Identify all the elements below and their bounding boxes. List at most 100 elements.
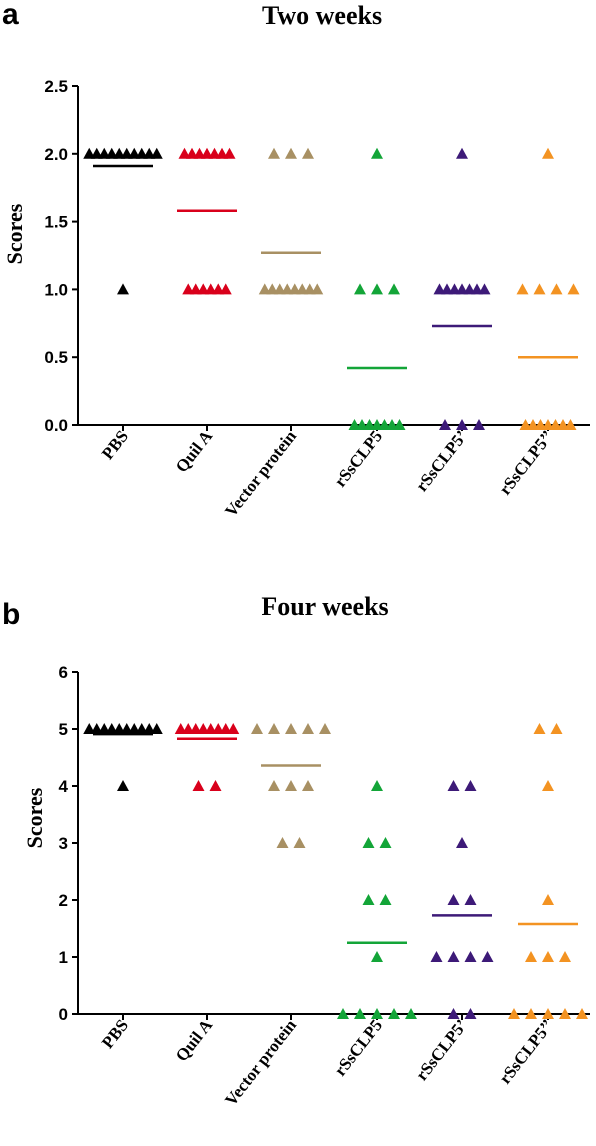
data-point-b: [285, 780, 297, 791]
data-point-a: [456, 419, 468, 430]
data-point-a: [393, 419, 406, 430]
y-tick-label-b: 5: [59, 720, 68, 739]
chart-title-b: Four weeks: [261, 592, 388, 621]
panel-a: a Two weeks Scores 0.0 0.5 1.0 1.5 2.0 2.5 PBS…: [2, 0, 590, 520]
data-point-b: [227, 723, 240, 734]
x-tick-label-a: Quil A: [172, 426, 217, 476]
chart-title-a: Two weeks: [262, 1, 382, 30]
data-point-b: [559, 1008, 571, 1019]
y-axis-label-b: Scores: [22, 787, 47, 848]
y-tick-label-a: 0.0: [44, 416, 68, 435]
data-point-b: [388, 1008, 400, 1019]
data-point-b: [319, 723, 331, 734]
data-point-b: [362, 837, 375, 848]
y-tick-label-b: 0: [59, 1005, 68, 1024]
data-point-b: [285, 723, 297, 734]
data-point-a: [223, 147, 236, 159]
x-tick-label-b: PBS: [98, 1016, 132, 1052]
y-tick-label-b: 4: [59, 777, 69, 796]
y-tick-label-b: 6: [59, 663, 68, 682]
x-tick-label-b: Vector protein: [221, 1015, 300, 1109]
data-point-b: [354, 1008, 366, 1019]
data-point-a: [473, 419, 485, 430]
data-point-b: [405, 1008, 417, 1019]
panel-letter-a: a: [2, 0, 19, 31]
data-point-a: [371, 147, 383, 159]
data-point-b: [371, 780, 383, 791]
data-point-b: [525, 1008, 537, 1019]
data-point-b: [302, 723, 314, 734]
y-tick-label-a: 2.0: [44, 145, 68, 164]
y-tick-label-b: 3: [59, 834, 68, 853]
data-point-b: [542, 780, 554, 791]
data-point-b: [481, 951, 494, 962]
data-point-b: [525, 951, 537, 962]
data-point-a: [564, 419, 577, 430]
data-point-a: [311, 283, 324, 295]
data-point-b: [508, 1008, 520, 1019]
data-point-a: [354, 283, 366, 295]
data-point-a: [302, 147, 314, 159]
data-point-b: [430, 951, 443, 962]
data-point-a: [567, 283, 580, 295]
x-tick-label-b: rSsCLP5’’: [495, 1016, 557, 1088]
data-point-b: [464, 894, 477, 905]
y-tick-label-a: 1.5: [44, 213, 68, 232]
y-tick-label-b: 1: [59, 948, 68, 967]
panel-letter-b: b: [2, 598, 20, 631]
data-point-b: [251, 723, 263, 734]
data-point-b: [542, 951, 554, 962]
data-point-a: [388, 283, 400, 295]
x-tick-label-a: rSsCLP5: [330, 427, 386, 491]
data-point-a: [117, 283, 129, 295]
y-tick-label-a: 1.0: [44, 280, 68, 299]
data-point-b: [464, 780, 477, 791]
data-point-b: [117, 780, 129, 791]
x-tick-label-a: rSsCLP5’’: [495, 427, 557, 499]
data-point-b: [379, 837, 392, 848]
data-point-a: [542, 147, 554, 159]
data-point-b: [302, 780, 314, 791]
panel-b: b Four weeks Scores 0 1 2 3 4 5 6 PBS Quil A Vect…: [2, 592, 590, 1109]
data-point-b: [533, 723, 546, 734]
data-point-b: [576, 1008, 588, 1019]
data-point-b: [559, 951, 571, 962]
data-point-a: [550, 283, 563, 295]
data-point-b: [379, 894, 392, 905]
data-point-a: [150, 147, 163, 159]
data-point-b: [293, 837, 306, 848]
data-point-b: [276, 837, 289, 848]
data-point-b: [447, 951, 460, 962]
y-axis-label-a: Scores: [2, 203, 27, 264]
data-point-b: [447, 894, 460, 905]
x-tick-label-a: Vector protein: [221, 426, 300, 520]
data-point-b: [337, 1008, 349, 1019]
x-tick-label-a: rSsCLP5’: [412, 427, 471, 495]
data-point-a: [456, 147, 468, 159]
y-tick-label-a: 0.5: [44, 348, 68, 367]
data-point-b: [371, 1008, 383, 1019]
x-tick-label-b: rSsCLP5: [330, 1016, 386, 1080]
data-point-b: [150, 723, 163, 734]
data-point-b: [192, 780, 205, 791]
y-tick-label-b: 2: [59, 891, 68, 910]
y-tick-label-a: 2.5: [44, 77, 68, 96]
data-point-b: [447, 1008, 460, 1019]
data-point-b: [550, 723, 563, 734]
data-point-a: [371, 283, 383, 295]
data-point-b: [447, 780, 460, 791]
data-point-a: [285, 147, 297, 159]
data-point-b: [362, 894, 375, 905]
data-point-a: [219, 283, 232, 295]
x-tick-label-b: rSsCLP5’: [412, 1016, 471, 1084]
data-point-a: [516, 283, 529, 295]
data-point-a: [439, 419, 451, 430]
data-point-a: [533, 283, 546, 295]
data-point-b: [268, 780, 280, 791]
data-point-a: [268, 147, 280, 159]
data-point-b: [542, 1008, 554, 1019]
data-point-b: [371, 951, 383, 962]
data-point-b: [542, 894, 554, 905]
